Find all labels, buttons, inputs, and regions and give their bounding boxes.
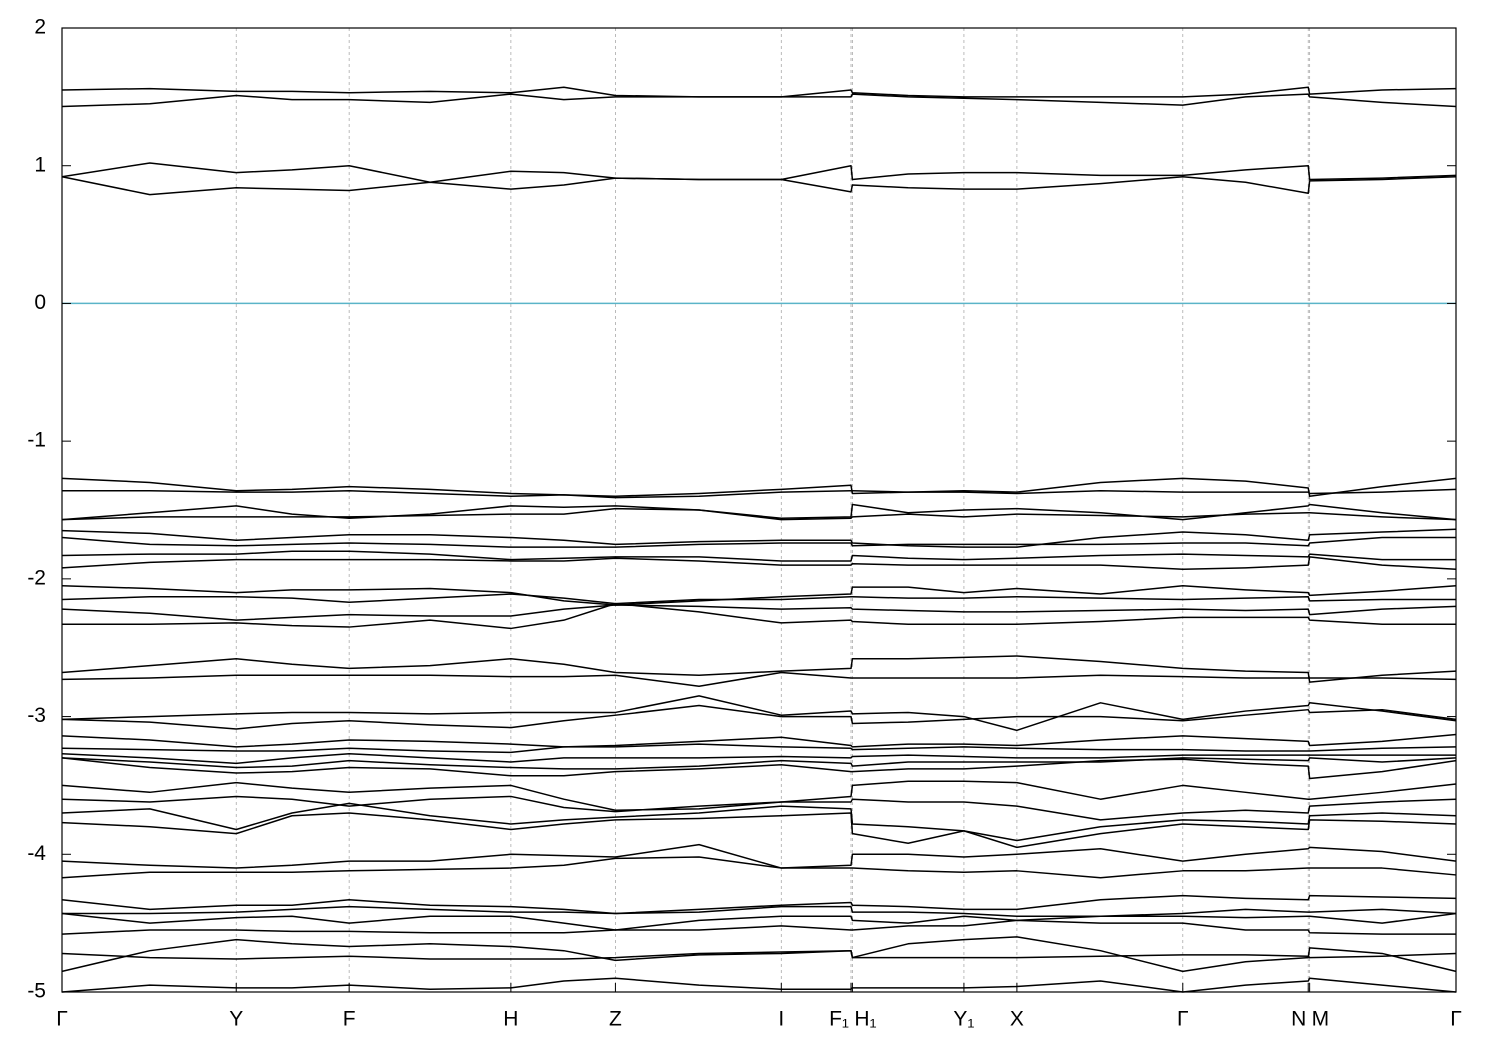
band-line (61, 604, 1457, 621)
x-tick-label: Y (229, 1008, 243, 1031)
band-line (61, 812, 1457, 849)
band-line (61, 93, 1457, 108)
band-line (61, 977, 1457, 993)
x-tick-label: N (1291, 1008, 1306, 1031)
band-line (61, 671, 1457, 688)
band-line (61, 802, 1457, 842)
plot-frame (61, 27, 1457, 993)
x-tick-label: H₁ (854, 1008, 876, 1031)
band-line (61, 536, 1456, 548)
band-line (61, 507, 1457, 521)
y-tick-label: 1 (34, 153, 46, 176)
band-line (61, 593, 1456, 605)
band-line (61, 584, 1457, 606)
band-line (61, 743, 1457, 754)
x-tick-label: Y₁ (953, 1008, 974, 1031)
band-line (61, 856, 1457, 879)
x-tick-label: Γ (1450, 1008, 1462, 1031)
band-line (61, 757, 1457, 770)
y-tick-label: -3 (27, 704, 46, 727)
band-line (61, 655, 1457, 683)
x-tick-label: M (1312, 1008, 1330, 1031)
y-tick-label: -2 (27, 566, 46, 589)
y-tick-label: -4 (27, 842, 46, 865)
band-line (61, 949, 1457, 960)
x-tick-label: Γ (56, 1008, 68, 1031)
y-tick-label: 0 (34, 291, 46, 314)
band-line (61, 477, 1457, 497)
grid (235, 28, 1311, 992)
band-line (62, 602, 1456, 630)
x-tick-label: F (343, 1008, 356, 1031)
x-tick-label: H (503, 1008, 518, 1031)
y-tick-label: 2 (34, 16, 46, 39)
band-line (61, 86, 1457, 98)
x-tick-label: Z (609, 1008, 622, 1031)
band-line (61, 912, 1457, 931)
band-line (61, 780, 1457, 811)
band-line (61, 757, 1457, 780)
band-line (62, 488, 1457, 499)
x-tick-label: I (778, 1008, 784, 1031)
band-line (61, 704, 1457, 730)
band-line (62, 905, 1457, 918)
x-tick-label: Γ (1177, 1008, 1189, 1031)
plot-area (61, 86, 1457, 993)
band-line (61, 753, 1456, 765)
band-line (61, 919, 1456, 935)
band-line (61, 556, 1457, 570)
band-line (61, 695, 1457, 732)
x-tick-label: F₁ (829, 1008, 849, 1031)
band-line (61, 894, 1457, 915)
band-line (61, 162, 1457, 183)
band-line (61, 843, 1457, 869)
y-tick-label: -5 (27, 980, 46, 1003)
x-tick-label: X (1010, 1008, 1024, 1031)
band-line (61, 528, 1457, 548)
band-line (61, 175, 1457, 196)
band-line (61, 550, 1456, 562)
y-tick-label: -1 (27, 429, 46, 452)
band-line (61, 733, 1457, 748)
band-line (61, 795, 1457, 821)
